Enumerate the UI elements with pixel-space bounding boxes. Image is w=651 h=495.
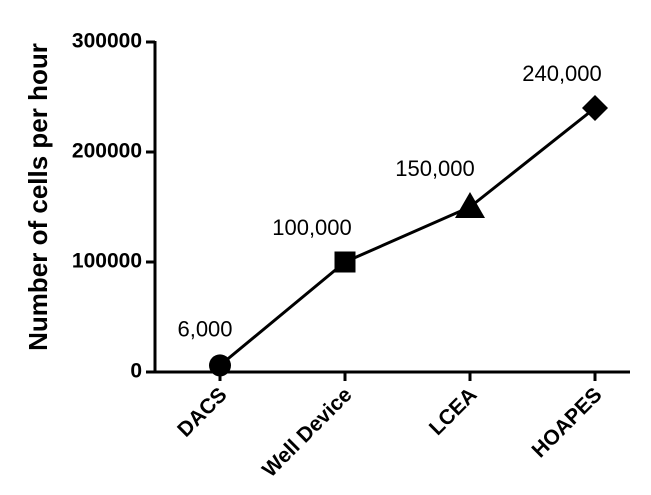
data-label: 240,000 [522, 61, 602, 86]
y-ticks: 0 100000 200000 300000 [72, 30, 155, 383]
data-label: 150,000 [395, 156, 475, 181]
y-tick-label: 100000 [72, 250, 142, 273]
y-tick-label: 200000 [72, 140, 142, 163]
data-point-circle [209, 354, 231, 377]
y-tick-label: 0 [130, 360, 142, 383]
data-point-diamond [582, 95, 608, 121]
series-line [219, 106, 596, 367]
y-tick-label: 300000 [72, 30, 142, 53]
series [209, 95, 608, 377]
x-tick-label: DACS [173, 383, 231, 441]
data-point-square [334, 251, 356, 273]
axes [153, 41, 630, 374]
x-ticks: DACS Well Device LCEA HOAPES [173, 372, 607, 482]
data-label: 100,000 [272, 215, 352, 240]
x-tick-label: LCEA [425, 383, 482, 440]
x-tick-label: Well Device [258, 383, 357, 482]
y-axis-label: Number of cells per hour [23, 43, 53, 351]
data-labels: 6,000 100,000 150,000 240,000 [177, 61, 601, 341]
x-tick-label: HOAPES [528, 383, 607, 462]
data-label: 6,000 [177, 316, 232, 341]
data-point-triangle [455, 192, 485, 218]
